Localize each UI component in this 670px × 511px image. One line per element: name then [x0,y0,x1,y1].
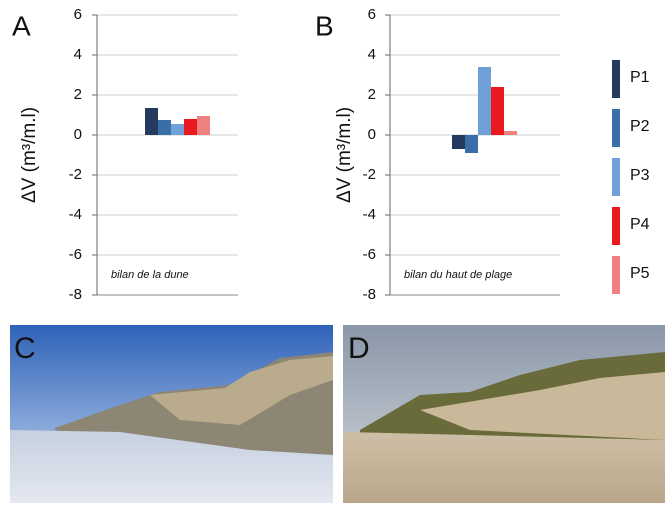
y-tick-label: 4 [74,46,82,63]
legend-swatch [612,256,620,294]
legend-label: P3 [630,167,650,184]
y-tick-label: -4 [69,206,82,223]
photo-label: C [14,332,36,365]
bar [171,124,184,135]
legend-swatch [612,158,620,196]
bar [465,135,478,153]
legend-label: P2 [630,118,650,135]
y-tick-label: 0 [368,126,376,143]
photo-label: D [348,332,370,365]
bar [504,131,517,135]
y-tick-label: -2 [69,166,82,183]
legend-label: P1 [630,69,650,86]
y-tick-label: -2 [363,166,376,183]
bar [452,135,465,149]
y-tick-label: -4 [363,206,376,223]
photo-d [343,325,665,503]
y-tick-label: 6 [368,6,376,23]
annotation: bilan du haut de plage [404,269,512,281]
bar [491,87,504,135]
legend-label: P5 [630,265,650,282]
bar [158,120,171,135]
legend-swatch [612,207,620,245]
y-tick-label: 2 [74,86,82,103]
bar [478,67,491,135]
y-tick-label: 2 [368,86,376,103]
y-tick-label: -8 [69,286,82,303]
bar [145,108,158,135]
y-tick-label: -6 [363,246,376,263]
annotation: bilan de la dune [111,269,189,281]
panel-label: B [315,10,334,41]
bar [197,116,210,135]
y-tick-label: 6 [74,6,82,23]
y-tick-label: -6 [69,246,82,263]
legend-swatch [612,60,620,98]
y-axis-label: ΔV (m³/m.l) [19,107,40,203]
legend-swatch [612,109,620,147]
y-tick-label: 4 [368,46,376,63]
y-axis-label: ΔV (m³/m.l) [334,107,355,203]
bar [184,119,197,135]
y-tick-label: -8 [363,286,376,303]
panel-label: A [12,10,31,41]
photo-c [10,325,333,503]
y-tick-label: 0 [74,126,82,143]
legend-label: P4 [630,216,650,233]
